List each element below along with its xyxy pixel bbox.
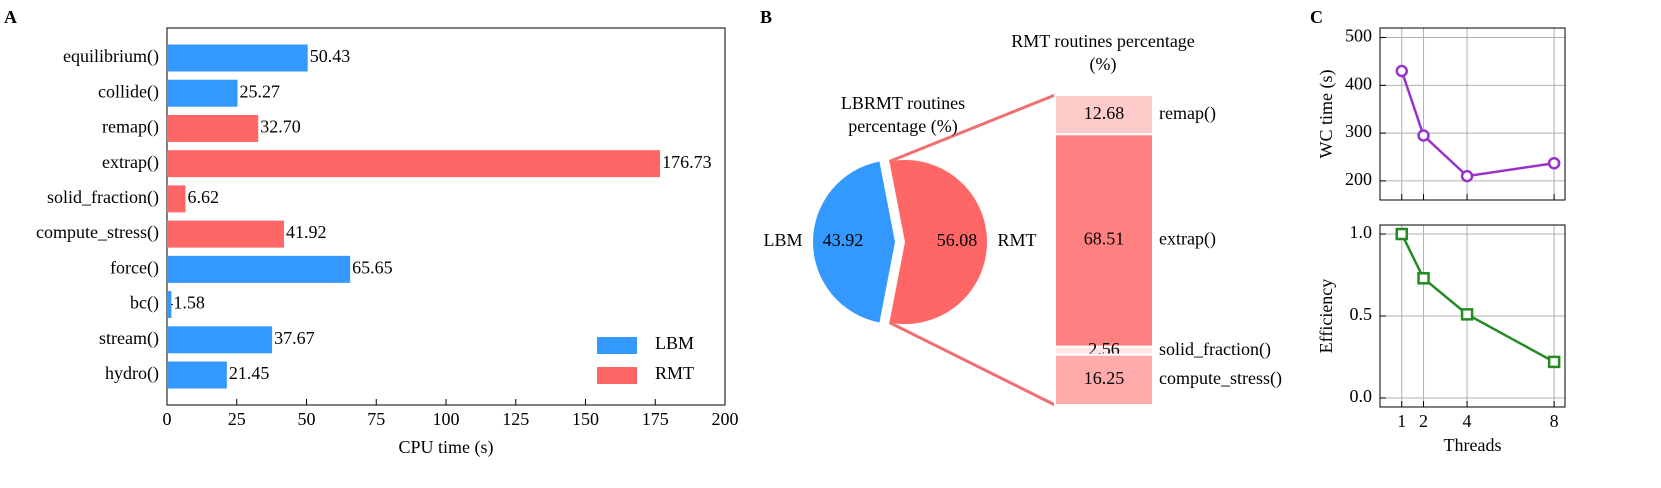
plot-frame xyxy=(1379,27,1566,201)
y-tick-label: 0.5 xyxy=(1350,304,1373,324)
value-label: 65.65 xyxy=(352,257,393,277)
segment-value: 16.25 xyxy=(1084,368,1125,388)
y-tick-label: solid_fraction() xyxy=(47,187,159,208)
y-tick-label: 200 xyxy=(1345,169,1372,189)
x-tick-label: 1 xyxy=(1397,411,1406,431)
y-tick-label: stream() xyxy=(99,328,159,349)
bar-title: RMT routines percentage (%) xyxy=(1011,31,1195,74)
bar xyxy=(167,150,661,178)
bar-segment xyxy=(1054,353,1154,406)
bar xyxy=(167,220,284,248)
marker xyxy=(1547,355,1561,369)
value-label: 21.45 xyxy=(229,363,270,383)
x-tick-label: 8 xyxy=(1550,411,1559,431)
slice-value: 43.92 xyxy=(823,230,864,250)
y-tick-label: 500 xyxy=(1345,26,1372,46)
bar xyxy=(167,79,238,107)
x-tick-label: 100 xyxy=(433,409,460,429)
segment-value: 68.51 xyxy=(1084,229,1125,249)
y-tick-label: equilibrium() xyxy=(63,46,159,67)
y-tick-label: compute_stress() xyxy=(36,222,159,243)
segment-label: remap() xyxy=(1159,103,1216,124)
segment-label: extrap() xyxy=(1159,229,1216,250)
legend-label: LBM xyxy=(655,333,694,353)
legend-label: RMT xyxy=(655,363,694,383)
y-tick-label: bc() xyxy=(130,293,159,314)
marker xyxy=(1547,156,1561,170)
bar xyxy=(167,255,351,283)
marker xyxy=(1460,308,1474,321)
panel-label: B xyxy=(760,7,772,27)
y-tick-label: 300 xyxy=(1345,121,1372,141)
y-tick-label: remap() xyxy=(102,117,159,138)
slice-value: 56.08 xyxy=(937,230,978,250)
y-tick-label: 0.0 xyxy=(1350,386,1373,406)
value-label: 32.70 xyxy=(260,117,301,137)
slice-label: LBM xyxy=(763,230,802,250)
line xyxy=(1400,233,1555,364)
y-tick-label: hydro() xyxy=(105,363,159,384)
x-axis-label: CPU time (s) xyxy=(398,437,493,458)
value-label: 41.92 xyxy=(286,222,327,242)
bar xyxy=(167,44,308,72)
x-tick-label: 175 xyxy=(642,409,669,429)
x-tick-label: 200 xyxy=(712,409,739,429)
segment-label: compute_stress() xyxy=(1159,368,1282,389)
pie-title: LBRMT routines percentage (%) xyxy=(840,93,966,136)
segment-value: 12.68 xyxy=(1084,103,1125,123)
bar xyxy=(167,291,172,319)
connector xyxy=(888,321,1056,407)
y-axis-label: Efficiency xyxy=(1316,279,1336,354)
plot-frame xyxy=(1379,224,1566,408)
y-tick-label: collide() xyxy=(98,81,159,102)
y-tick-label: 1.0 xyxy=(1350,222,1373,242)
bar xyxy=(167,361,227,389)
y-tick-label: extrap() xyxy=(102,152,159,173)
x-tick-label: 50 xyxy=(298,409,316,429)
marker xyxy=(1417,129,1430,142)
bar-segment xyxy=(1054,133,1154,348)
x-axis-label: Threads xyxy=(1444,435,1502,455)
connector xyxy=(888,93,1056,163)
bar xyxy=(167,185,186,213)
marker xyxy=(1460,169,1474,183)
y-tick-label: 400 xyxy=(1345,73,1372,93)
slice-label: RMT xyxy=(997,230,1036,250)
x-tick-label: 4 xyxy=(1463,411,1472,431)
x-tick-label: 75 xyxy=(367,409,385,429)
pie-slice xyxy=(889,160,987,324)
panel-label: C xyxy=(1310,7,1323,27)
marker xyxy=(1417,272,1430,285)
panel-label: A xyxy=(4,7,17,27)
value-label: 25.27 xyxy=(240,81,281,101)
x-tick-label: 2 xyxy=(1419,411,1428,431)
segment-label: solid_fraction() xyxy=(1159,339,1271,360)
value-label: 176.73 xyxy=(662,152,712,172)
value-label: 6.62 xyxy=(187,187,219,207)
value-label: 50.43 xyxy=(310,46,351,66)
marker xyxy=(1395,64,1409,78)
bar xyxy=(167,114,259,142)
y-axis-label: WC time (s) xyxy=(1316,70,1337,159)
line xyxy=(1400,70,1555,178)
x-tick-label: 125 xyxy=(502,409,529,429)
legend-swatch xyxy=(597,337,637,354)
y-tick-label: force() xyxy=(110,257,159,278)
x-tick-label: 150 xyxy=(572,409,599,429)
pie-slice xyxy=(812,161,895,323)
value-label: 1.58 xyxy=(173,293,205,313)
bar xyxy=(167,326,273,354)
x-tick-label: 25 xyxy=(228,409,246,429)
value-label: 37.67 xyxy=(274,328,315,348)
x-tick-label: 0 xyxy=(163,409,172,429)
legend-swatch xyxy=(597,367,637,384)
marker xyxy=(1395,227,1409,241)
